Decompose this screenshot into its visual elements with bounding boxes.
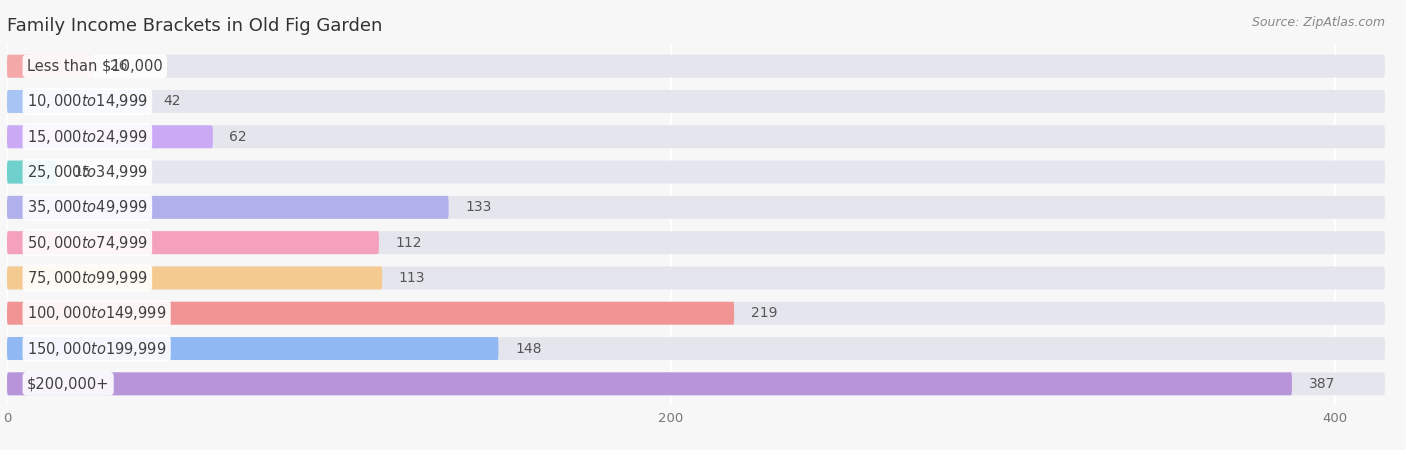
Text: 42: 42 — [163, 94, 180, 108]
Text: $10,000 to $14,999: $10,000 to $14,999 — [27, 92, 148, 110]
Text: Source: ZipAtlas.com: Source: ZipAtlas.com — [1251, 16, 1385, 29]
FancyBboxPatch shape — [7, 55, 1385, 78]
Text: 113: 113 — [399, 271, 425, 285]
Text: 148: 148 — [515, 342, 541, 356]
FancyBboxPatch shape — [7, 125, 212, 148]
FancyBboxPatch shape — [7, 337, 498, 360]
Text: Family Income Brackets in Old Fig Garden: Family Income Brackets in Old Fig Garden — [7, 17, 382, 35]
FancyBboxPatch shape — [7, 196, 1385, 219]
FancyBboxPatch shape — [7, 161, 56, 184]
FancyBboxPatch shape — [7, 372, 1385, 395]
FancyBboxPatch shape — [7, 337, 1385, 360]
FancyBboxPatch shape — [7, 90, 1385, 113]
Text: 26: 26 — [110, 59, 128, 73]
Text: $25,000 to $34,999: $25,000 to $34,999 — [27, 163, 148, 181]
Text: 133: 133 — [465, 200, 492, 214]
Text: Less than $10,000: Less than $10,000 — [27, 58, 163, 74]
Text: $50,000 to $74,999: $50,000 to $74,999 — [27, 234, 148, 252]
Text: 62: 62 — [229, 130, 247, 144]
Text: 112: 112 — [395, 236, 422, 250]
FancyBboxPatch shape — [7, 302, 1385, 325]
FancyBboxPatch shape — [7, 125, 1385, 148]
FancyBboxPatch shape — [7, 266, 1385, 289]
Text: 15: 15 — [73, 165, 91, 179]
Text: $75,000 to $99,999: $75,000 to $99,999 — [27, 269, 148, 287]
FancyBboxPatch shape — [7, 231, 1385, 254]
FancyBboxPatch shape — [7, 266, 382, 289]
FancyBboxPatch shape — [7, 302, 734, 325]
FancyBboxPatch shape — [7, 55, 93, 78]
Text: 219: 219 — [751, 306, 778, 320]
Text: $15,000 to $24,999: $15,000 to $24,999 — [27, 128, 148, 146]
FancyBboxPatch shape — [7, 90, 146, 113]
Text: $200,000+: $200,000+ — [27, 376, 110, 392]
Text: 387: 387 — [1309, 377, 1334, 391]
Text: $35,000 to $49,999: $35,000 to $49,999 — [27, 198, 148, 216]
FancyBboxPatch shape — [7, 231, 378, 254]
FancyBboxPatch shape — [7, 196, 449, 219]
FancyBboxPatch shape — [7, 372, 1292, 395]
Text: $100,000 to $149,999: $100,000 to $149,999 — [27, 304, 166, 322]
Text: $150,000 to $199,999: $150,000 to $199,999 — [27, 340, 166, 358]
FancyBboxPatch shape — [7, 161, 1385, 184]
